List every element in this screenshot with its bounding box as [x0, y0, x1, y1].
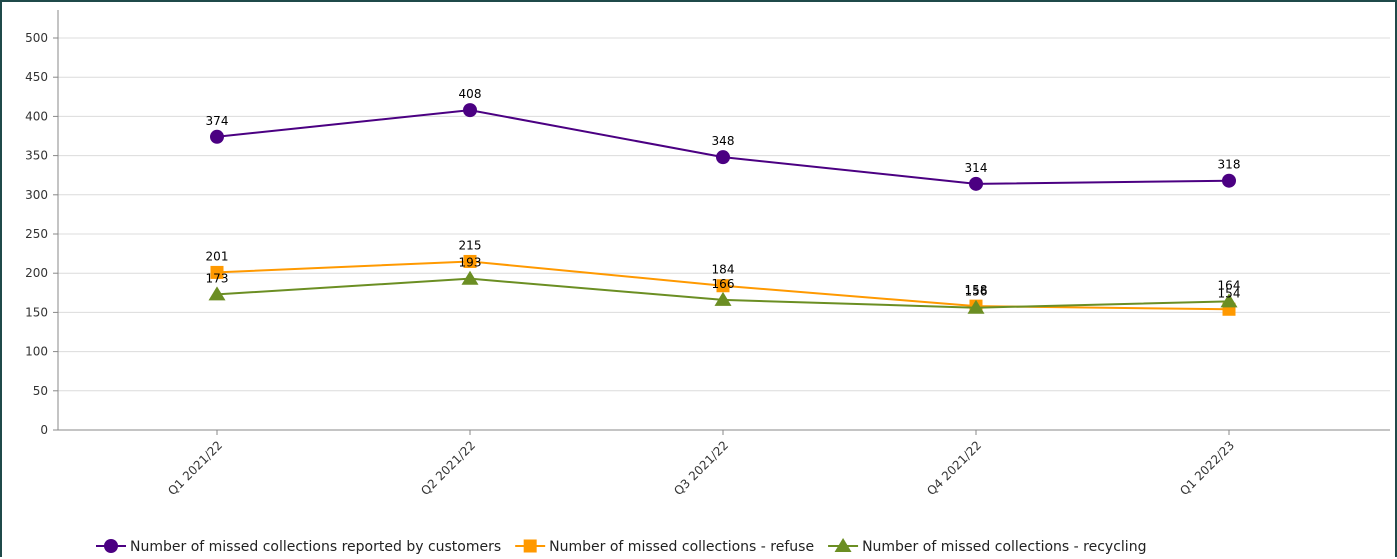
y-tick-label: 500	[25, 31, 48, 45]
y-tick-label: 350	[25, 149, 48, 163]
x-tick-label: Q4 2021/22	[924, 438, 984, 498]
data-point	[461, 270, 479, 285]
data-label: 318	[1218, 158, 1241, 172]
data-point	[716, 150, 730, 165]
x-tick-label: Q3 2021/22	[671, 438, 731, 498]
legend-label: Number of missed collections reported by…	[130, 539, 501, 555]
data-label: 166	[712, 277, 735, 291]
x-tick-label: Q1 2021/22	[165, 438, 225, 498]
y-tick-label: 300	[25, 188, 48, 202]
data-label: 215	[459, 238, 482, 252]
data-point	[1222, 173, 1236, 188]
data-label: 164	[1218, 278, 1241, 292]
data-label: 408	[459, 87, 482, 101]
axes	[57, 10, 1390, 431]
data-label: 201	[206, 249, 229, 263]
y-tick-label: 0	[40, 423, 48, 437]
legend-label: Number of missed collections - refuse	[549, 539, 814, 555]
x-tick-label: Q1 2022/23	[1177, 438, 1237, 498]
data-label: 184	[712, 263, 735, 277]
data-point	[208, 286, 226, 301]
data-label: 374	[206, 114, 229, 128]
y-tick-label: 450	[25, 70, 48, 84]
data-label: 193	[459, 256, 482, 270]
legend-marker-triangle	[834, 538, 852, 552]
y-tick-label: 100	[25, 345, 48, 359]
data-label: 156	[965, 285, 988, 299]
y-tick-label: 50	[33, 384, 48, 398]
data-point	[1220, 293, 1238, 308]
data-point	[463, 254, 477, 268]
legend-label: Number of missed collections - recycling	[862, 539, 1146, 555]
data-point	[967, 299, 985, 314]
series-layer	[208, 103, 1238, 316]
data-point	[210, 265, 224, 279]
legend-marker-square	[523, 539, 537, 553]
data-point	[969, 176, 983, 191]
y-tick-label: 150	[25, 305, 48, 319]
data-point	[210, 129, 224, 144]
data-point	[716, 279, 730, 293]
data-point	[714, 291, 732, 306]
data-labels: 374 408 348 314 318 201 215 184 158 154 173 193 166 1…	[206, 87, 1241, 300]
data-label: 314	[965, 161, 988, 175]
data-point	[463, 103, 477, 118]
y-axis-ticks: 0 50 100 150 200 250 300 350 400 450 500	[25, 31, 58, 437]
data-label: 173	[206, 271, 229, 285]
y-tick-label: 200	[25, 266, 48, 280]
legend-marker-circle	[104, 539, 118, 553]
data-label: 348	[712, 134, 735, 148]
legend: Number of missed collections reported by…	[96, 538, 1146, 555]
y-tick-label: 250	[25, 227, 48, 241]
data-label: 154	[1218, 286, 1241, 300]
x-tick-label: Q2 2021/22	[418, 438, 478, 498]
y-tick-label: 400	[25, 109, 48, 123]
grid-lines	[58, 37, 1390, 392]
data-label: 158	[965, 283, 988, 297]
x-axis-ticks: Q1 2021/22 Q2 2021/22 Q3 2021/22 Q4 2021/22…	[165, 430, 1237, 498]
